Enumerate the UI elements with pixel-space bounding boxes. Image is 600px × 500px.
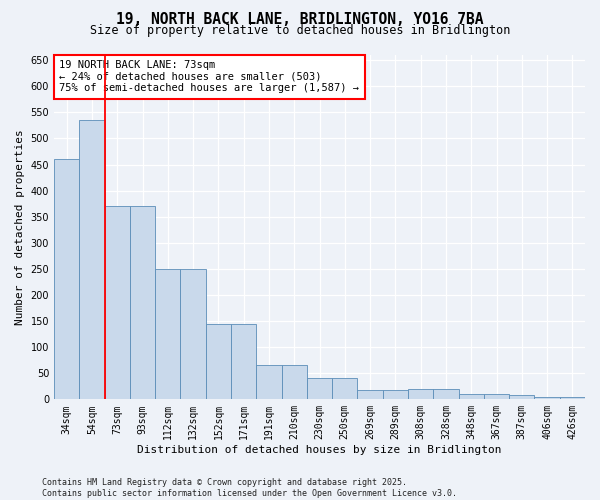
Text: 19 NORTH BACK LANE: 73sqm
← 24% of detached houses are smaller (503)
75% of semi: 19 NORTH BACK LANE: 73sqm ← 24% of detac… [59,60,359,94]
Text: Contains HM Land Registry data © Crown copyright and database right 2025.
Contai: Contains HM Land Registry data © Crown c… [42,478,457,498]
Bar [256,366,281,400]
Bar [383,390,408,400]
Bar [54,160,79,400]
Bar [155,269,181,400]
Bar [79,120,104,400]
X-axis label: Distribution of detached houses by size in Bridlington: Distribution of detached houses by size … [137,445,502,455]
Bar [458,394,484,400]
Bar [332,378,358,400]
Bar [433,389,458,400]
Bar [535,396,560,400]
Bar [181,269,206,400]
Text: Size of property relative to detached houses in Bridlington: Size of property relative to detached ho… [90,24,510,37]
Bar [231,324,256,400]
Bar [560,396,585,400]
Bar [408,389,433,400]
Bar [358,390,383,400]
Bar [206,324,231,400]
Bar [130,206,155,400]
Bar [281,366,307,400]
Text: 19, NORTH BACK LANE, BRIDLINGTON, YO16 7BA: 19, NORTH BACK LANE, BRIDLINGTON, YO16 7… [116,12,484,28]
Y-axis label: Number of detached properties: Number of detached properties [15,130,25,325]
Bar [104,206,130,400]
Bar [307,378,332,400]
Bar [509,395,535,400]
Bar [484,394,509,400]
